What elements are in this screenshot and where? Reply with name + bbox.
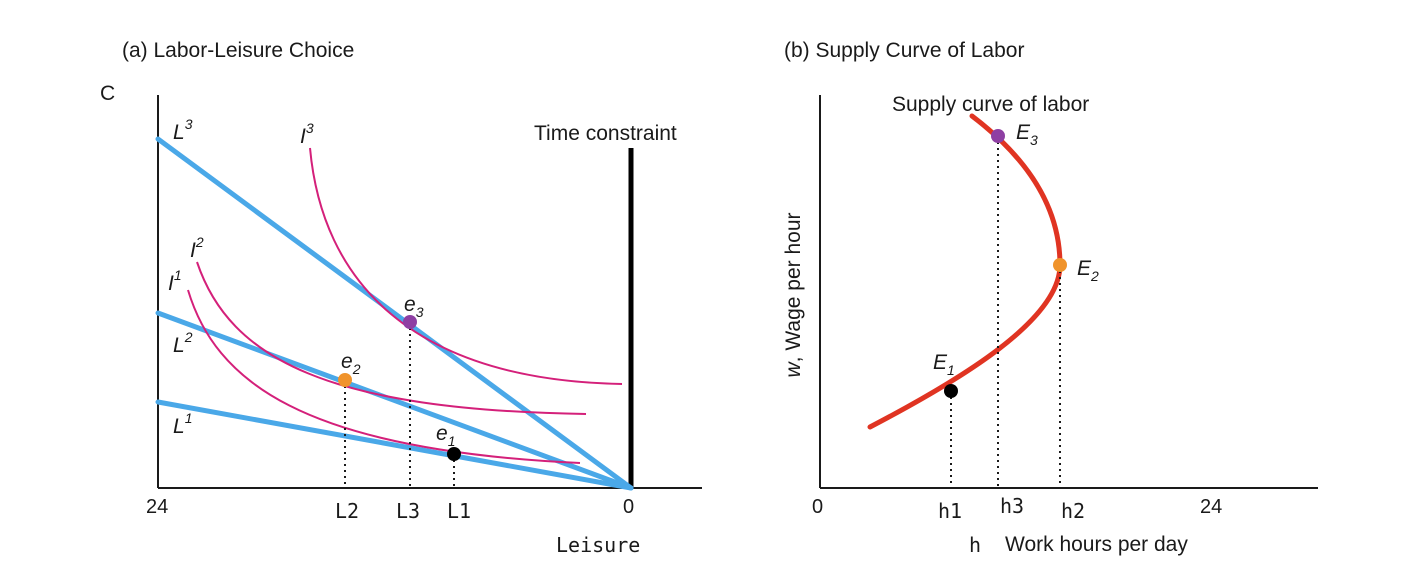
equilibrium-point-e1 [447,447,461,461]
equilibrium-label-e2: e2 [341,350,361,377]
indifference-curve-i3 [309,147,623,385]
equilibrium-point-E1 [944,384,958,398]
budget-line-l3 [155,136,634,491]
budget-label-l3: L3 [173,116,193,144]
time-constraint-label: Time constraint [534,122,677,145]
equilibrium-point-E3 [991,129,1005,143]
x-axis-label-leisure: Leisure [556,533,640,557]
indifference-label-i1: I1 [168,267,182,295]
x-tick-h1: h1 [938,499,962,523]
x-tick-l2: L2 [335,499,359,523]
equilibrium-label-e1: e1 [436,422,455,449]
x-tick-l3: L3 [396,499,420,523]
labor-supply-curve [867,113,1063,430]
x-tick-24-b: 24 [1200,496,1222,518]
equilibrium-label-E3: E3 [1016,121,1038,148]
x-tick-l1: L1 [447,499,471,523]
equilibrium-label-E2: E2 [1077,257,1099,284]
panel-b: (b) Supply Curve of Labor w, Wage per ho… [782,39,1318,557]
budget-label-l1: L1 [173,410,192,438]
x-tick-0: 0 [623,496,634,518]
x-axis-label-work-hours: Work hours per day [1005,533,1188,556]
x-tick-h2: h2 [1061,499,1085,523]
budget-label-l2: L2 [173,329,193,357]
panel-a-title: (a) Labor-Leisure Choice [122,39,354,62]
equilibrium-point-e2 [338,373,352,387]
budget-line-l1 [155,399,634,491]
budget-line-l2 [155,310,634,491]
x-axis-label-h: h [969,533,981,557]
panel-a: (a) Labor-Leisure Choice C Time constrai… [100,39,702,557]
x-tick-24: 24 [146,496,168,518]
equilibrium-point-e3 [403,315,417,329]
equilibrium-label-e3: e3 [404,293,424,320]
indifference-label-i3: I3 [300,120,314,148]
wage-axis-label: w, Wage per hour [782,213,805,378]
consumption-axis-label: C [100,82,115,105]
supply-curve-label: Supply curve of labor [892,93,1089,116]
x-tick-h3: h3 [1000,494,1024,518]
indifference-curve-i2 [196,261,587,415]
panel-b-title: (b) Supply Curve of Labor [784,39,1024,62]
indifference-curve-i1 [187,289,581,464]
x-tick-0-b: 0 [812,496,823,518]
equilibrium-label-E1: E1 [933,351,955,378]
indifference-label-i2: I2 [190,234,204,262]
equilibrium-point-E2 [1053,258,1067,272]
